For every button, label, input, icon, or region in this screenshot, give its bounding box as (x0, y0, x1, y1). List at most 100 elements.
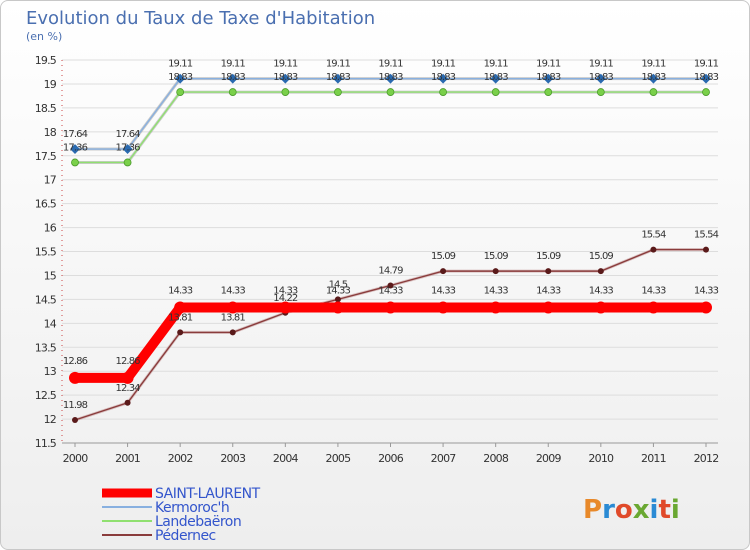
data-point (702, 88, 710, 96)
data-label: 14.33 (326, 286, 351, 297)
data-label: 14.33 (536, 286, 561, 297)
data-label: 19.11 (641, 59, 666, 70)
data-label: 15.54 (641, 230, 666, 241)
logo-letter: i (671, 495, 680, 525)
y-tick-label: 13 (44, 365, 57, 378)
data-label: 18.83 (326, 72, 351, 83)
y-tick-label: 16 (44, 222, 57, 235)
data-label: 17.64 (116, 129, 141, 140)
x-tick-label: 2012 (694, 452, 719, 465)
data-label: 14.33 (641, 286, 666, 297)
data-label: 12.34 (116, 383, 141, 394)
data-point (594, 301, 607, 314)
data-point (227, 73, 238, 84)
data-point (70, 144, 80, 154)
data-point (386, 88, 395, 96)
y-tick-label: 17 (44, 174, 57, 187)
x-tick-label: 2002 (168, 452, 193, 465)
y-tick-label: 15.5 (35, 246, 57, 259)
data-point (489, 301, 502, 314)
y-tick-label: 11.5 (35, 437, 57, 450)
data-label: 18.83 (221, 72, 246, 83)
data-label: 15.09 (536, 251, 561, 262)
y-tick-label: 12.5 (35, 389, 57, 402)
y-tick-label: 12 (44, 413, 56, 426)
data-point (331, 301, 344, 314)
y-tick-label: 19 (44, 78, 57, 91)
data-label: 15.54 (694, 230, 719, 241)
y-tick-label: 14.5 (35, 293, 57, 306)
data-label: 14.33 (431, 286, 456, 297)
data-label: 19.11 (431, 59, 456, 70)
chart-title: Evolution du Taux de Taxe d'Habitation (26, 8, 375, 29)
data-label: 14.5 (329, 279, 348, 290)
data-label: 14.22 (273, 293, 298, 304)
data-point (597, 268, 604, 275)
data-point (71, 158, 79, 167)
data-label: 19.11 (536, 59, 561, 70)
data-point (229, 329, 236, 336)
data-label: 14.33 (378, 286, 403, 297)
legend-label: SAINT-LAURENT (155, 486, 261, 502)
data-label: 18.83 (536, 72, 561, 83)
data-label: 15.09 (431, 251, 456, 262)
logo-letter: t (658, 495, 670, 525)
data-label: 12.86 (116, 356, 141, 367)
data-label: 19.11 (484, 59, 509, 70)
data-label: 19.11 (326, 59, 351, 70)
data-point (281, 88, 290, 96)
data-label: 18.83 (273, 72, 298, 83)
chart-subtitle: (en %) (26, 30, 62, 43)
legend-item: Kermoroc'h (102, 500, 230, 516)
data-point (384, 301, 397, 314)
data-label: 19.11 (694, 59, 719, 70)
data-label: 13.81 (168, 312, 193, 323)
data-point (122, 144, 133, 154)
legend-label: Pédernec (155, 528, 216, 544)
data-label: 19.11 (221, 59, 246, 70)
data-point (440, 268, 447, 275)
y-tick-label: 18.5 (35, 102, 57, 115)
series-layer (69, 73, 712, 424)
logo-letter: o (615, 495, 633, 525)
data-label: 12.86 (63, 356, 88, 367)
data-point (647, 301, 660, 314)
data-label: 19.11 (273, 59, 298, 70)
data-label: 18.83 (641, 72, 666, 83)
y-tick-label: 14 (44, 317, 57, 330)
data-point (226, 301, 239, 314)
data-point (701, 73, 711, 84)
data-point (492, 268, 499, 275)
data-label: 15.09 (589, 251, 614, 262)
data-label: 15.09 (484, 251, 509, 262)
data-label: 13.81 (221, 312, 246, 323)
data-label: 14.33 (273, 286, 298, 297)
logo-letter: r (602, 495, 615, 525)
data-point (596, 88, 605, 96)
data-point (703, 246, 709, 253)
data-point (595, 73, 606, 84)
data-label: 19.11 (378, 59, 403, 70)
data-point (543, 73, 554, 84)
data-label: 14.33 (484, 286, 509, 297)
logo-letter: P (583, 495, 602, 525)
data-point (648, 73, 659, 84)
x-tick-label: 2004 (273, 452, 299, 465)
x-tick-label: 2008 (483, 452, 509, 465)
data-label: 14.33 (168, 286, 193, 297)
series-line-shadow (75, 90, 706, 164)
axes: 11.5 12 12.5 13 13.5 14 14.5 15 15.5 16 16.5 17 17.5… (35, 54, 719, 465)
data-point (69, 371, 81, 384)
data-point (544, 88, 553, 96)
y-tick-label: 17.5 (35, 150, 57, 163)
data-point (121, 371, 134, 384)
data-point (700, 301, 712, 314)
data-label: 19.11 (168, 59, 193, 70)
data-point (334, 88, 342, 96)
data-point (72, 417, 78, 424)
data-label: 18.83 (694, 72, 719, 83)
y-tick-label: 15 (44, 269, 57, 282)
legend: SAINT-LAURENTKermoroc'hLandebaëronPédern… (102, 486, 261, 544)
data-point (649, 88, 658, 96)
